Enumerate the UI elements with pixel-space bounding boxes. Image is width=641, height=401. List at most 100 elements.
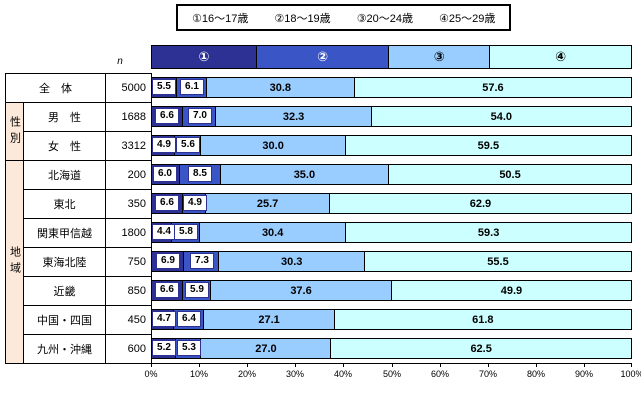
axis-tick-label: 40% (333, 369, 352, 379)
row-label-cell: 男 性 (24, 103, 106, 132)
segment-value-label: 59.5 (477, 139, 500, 152)
value-callout-box: 4.7 (152, 311, 176, 327)
bar-segment-4: 55.5 (365, 251, 632, 272)
n-value-cell: 3312 (106, 132, 152, 161)
axis-tick (440, 363, 441, 367)
bar-row: 35.0 50.5 6.0 8.5 (151, 160, 632, 189)
axis-tick-label: 50% (382, 369, 401, 379)
bar-row: 32.3 54.0 6.6 7.0 (151, 102, 632, 131)
bar-segment-3: 27.1 (204, 309, 335, 330)
group-label-cell: 性別 (6, 103, 24, 161)
legend-item-1: ①16〜17歳 (192, 12, 249, 25)
axis-tick (536, 363, 537, 367)
value-callout-box: 4.4 (152, 224, 176, 240)
value-callout-box: 6.6 (155, 282, 179, 298)
stacked-bar: 30.4 59.3 (151, 222, 632, 243)
n-value-cell: 350 (106, 190, 152, 219)
axis-tick-label: 70% (478, 369, 497, 379)
axis-tick (584, 363, 585, 367)
stacked-bar: 37.6 49.9 (151, 280, 632, 301)
value-callout-box: 4.9 (183, 195, 207, 211)
axis-tick (151, 363, 152, 367)
segment-value-label: 27.1 (258, 313, 280, 326)
axis-tick-label: 60% (430, 369, 449, 379)
row-label-cell: 九州・沖縄 (24, 335, 106, 364)
segment-value-label: 37.6 (290, 284, 312, 297)
bar-segment-3: 37.6 (211, 280, 392, 301)
stacked-bar: 32.3 54.0 (151, 106, 632, 127)
header-segment-4: ④ (490, 45, 632, 69)
legend-item-2: ②18〜19歳 (274, 12, 331, 25)
bar-segment-4: 50.5 (389, 164, 632, 185)
value-callout-box: 6.6 (155, 195, 179, 211)
bar-segment-4: 57.6 (354, 77, 632, 98)
value-callout-box: 6.4 (177, 311, 201, 327)
plot-area: 30.8 57.6 5.5 6.1 32.3 54.0 6.6 7.0 30.0 59.5 4.9 5… (151, 73, 632, 363)
bar-row: 25.7 62.9 6.6 4.9 (151, 189, 632, 218)
bar-segment-4: 62.5 (331, 338, 632, 359)
value-callout-box: 5.3 (177, 340, 201, 356)
segment-value-label: 25.7 (256, 197, 279, 210)
stacked-bar: 35.0 50.5 (151, 164, 632, 185)
header-segment-1: ① (151, 45, 257, 69)
n-value-cell: 1800 (106, 219, 152, 248)
segment-value-label: 55.5 (487, 255, 509, 268)
value-callout-box: 5.8 (174, 224, 198, 240)
segment-value-label: 35.0 (293, 168, 316, 181)
value-callout-box: 5.5 (152, 79, 176, 95)
stacked-bar: 25.7 62.9 (151, 193, 632, 214)
bar-row: 30.4 59.3 4.4 5.8 (151, 218, 632, 247)
n-value-cell: 200 (106, 161, 152, 190)
segment-value-label: 49.9 (500, 284, 523, 297)
segment-value-label: 30.4 (261, 226, 284, 239)
axis-tick-label: 30% (285, 369, 304, 379)
value-callout-box: 5.6 (176, 137, 200, 153)
value-callout-box: 5.2 (152, 340, 176, 356)
row-label-cell: 東北 (24, 190, 106, 219)
stacked-bar: 27.0 62.5 (151, 338, 632, 359)
segment-value-label: 62.9 (469, 197, 492, 210)
row-label-cell: 北海道 (24, 161, 106, 190)
n-value-cell: 5000 (106, 74, 152, 103)
legend: ①16〜17歳 ②18〜19歳 ③20〜24歳 ④25〜29歳 (176, 4, 512, 31)
segment-value-label: 59.3 (477, 226, 500, 239)
bar-segment-3: 32.3 (216, 106, 372, 127)
segment-value-label: 57.6 (482, 81, 504, 94)
value-callout-box: 6.9 (156, 253, 180, 269)
header-segment-2: ② (256, 45, 390, 69)
bar-segment-3: 35.0 (220, 164, 390, 185)
stacked-bar: 30.3 55.5 (151, 251, 632, 272)
bar-segment-3: 30.3 (219, 251, 366, 272)
segment-value-label: 54.0 (490, 110, 513, 123)
row-label-cell: 近畿 (24, 277, 106, 306)
header-segment-3: ③ (389, 45, 491, 69)
value-callout-box: 7.0 (188, 108, 212, 124)
axis-tick (343, 363, 344, 367)
n-value-cell: 850 (106, 277, 152, 306)
bar-row: 27.1 61.8 4.7 6.4 (151, 305, 632, 334)
axis-tick-label: 10% (189, 369, 208, 379)
bar-segment-3: 25.7 (206, 193, 330, 214)
bar-segment-4: 61.8 (334, 309, 632, 330)
bar-row: 27.0 62.5 5.2 5.3 (151, 334, 632, 363)
n-value-cell: 750 (106, 248, 152, 277)
n-value-cell: 1688 (106, 103, 152, 132)
bar-segment-4: 59.5 (345, 135, 632, 156)
axis-tick (392, 363, 393, 367)
axis-tick-label: 80% (526, 369, 545, 379)
row-label-cell: 全 体 (6, 74, 106, 103)
bar-row: 30.3 55.5 6.9 7.3 (151, 247, 632, 276)
bar-segment-3: 27.0 (201, 338, 332, 359)
axis-tick (247, 363, 248, 367)
stacked-bar: 27.1 61.8 (151, 309, 632, 330)
bar-segment-3: 30.8 (206, 77, 355, 98)
bar-segment-3: 30.4 (200, 222, 347, 243)
row-label-cell: 女 性 (24, 132, 106, 161)
value-callout-box: 6.0 (153, 166, 177, 182)
segment-value-label: 61.8 (472, 313, 494, 326)
bar-segment-3: 30.0 (201, 135, 346, 156)
legend-item-4: ④25〜29歳 (439, 12, 496, 25)
n-value-cell: 450 (106, 306, 152, 335)
